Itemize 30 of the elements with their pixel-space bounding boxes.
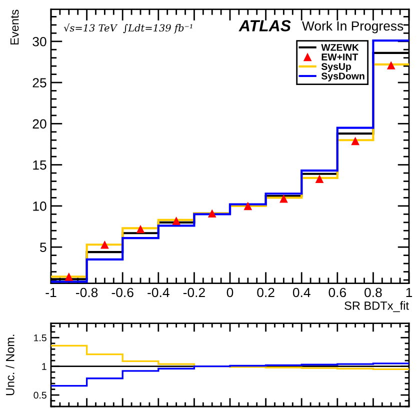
y-tick-label: 20: [32, 119, 46, 129]
annotation: √s=13 TeV ∫Ldt=139 fb⁻¹: [64, 24, 192, 34]
annotation: ATLAS: [238, 20, 291, 32]
x-tick-label: 0: [226, 288, 234, 298]
y-axis-title: Events: [10, 10, 19, 44]
y-axis-title: Unc. / Nom.: [6, 334, 14, 396]
x-tick-label: -0.8: [76, 288, 98, 298]
legend-label: WZEWK: [321, 44, 359, 51]
x-axis-title: SR BDTx_fit: [344, 301, 409, 312]
x-tick-label: 0.6: [328, 288, 346, 298]
annotation: Work In Progress: [302, 20, 404, 34]
y-tick-label: 0.5: [34, 392, 46, 399]
y-tick-label: 25: [32, 78, 46, 88]
x-tick-label: -1: [46, 288, 56, 298]
y-tick-label: 30: [32, 36, 46, 46]
x-tick-label: 0.4: [292, 288, 310, 298]
y-tick-label: 5: [40, 242, 46, 252]
x-tick-label: -0.4: [148, 288, 170, 298]
x-tick-label: 0.2: [257, 288, 274, 298]
x-tick-label: 0.8: [364, 288, 382, 298]
y-tick-label: 1.5: [34, 334, 46, 342]
legend-label: EW+INT: [322, 54, 358, 60]
x-tick-label: -0.6: [112, 288, 134, 298]
y-tick-label: 15: [33, 160, 46, 170]
y-tick-label: 10: [33, 202, 46, 211]
x-tick-label: -0.2: [183, 288, 205, 298]
x-tick-label: 1: [406, 288, 412, 298]
legend-label: SysUp: [321, 63, 352, 72]
legend-label: SysDown: [321, 72, 364, 82]
y-tick-label: 1: [42, 363, 46, 370]
